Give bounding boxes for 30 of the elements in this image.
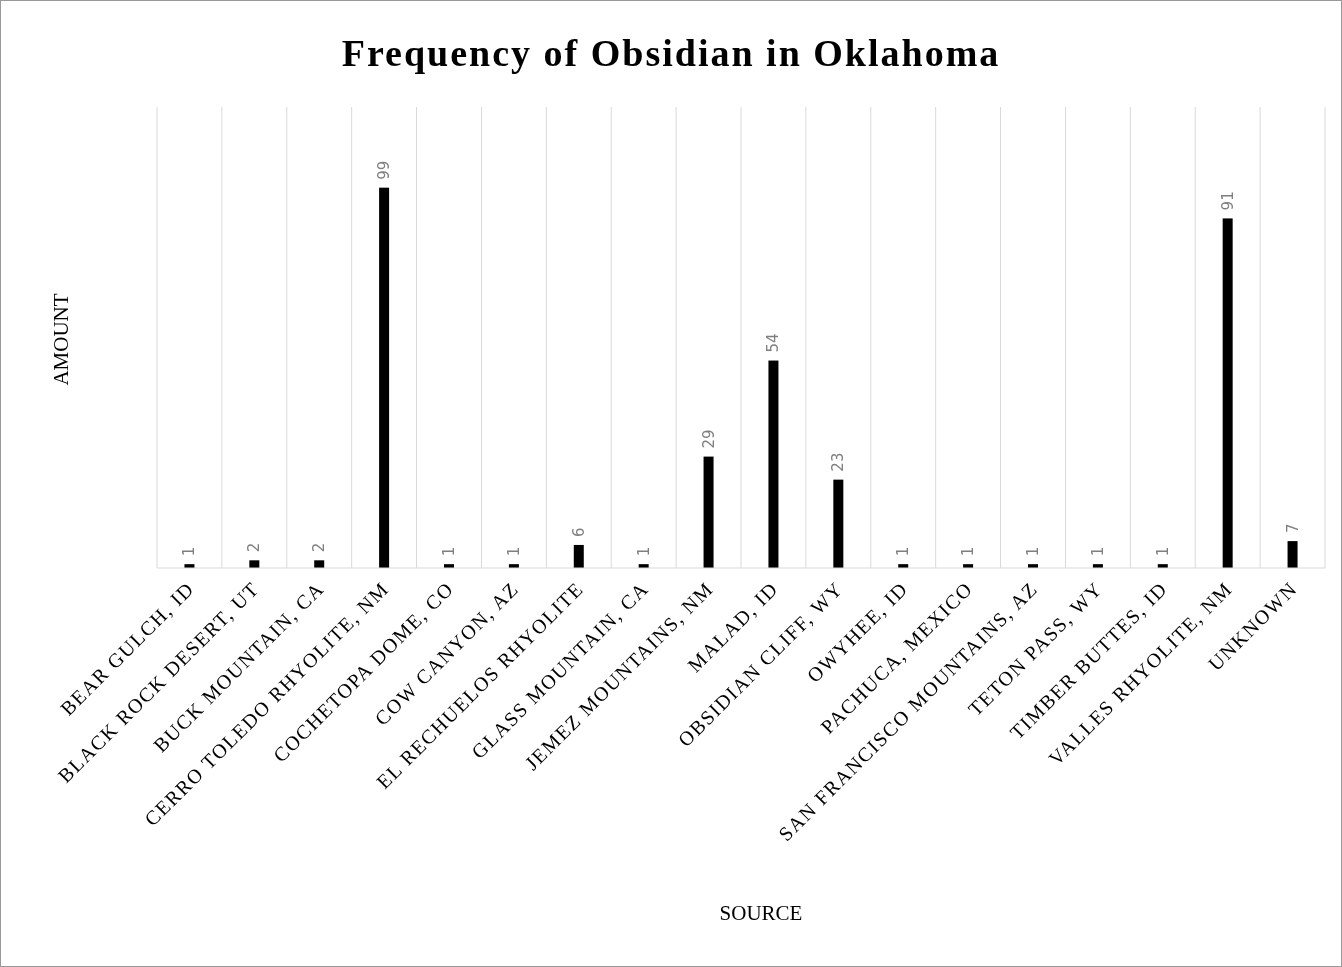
- data-label: 1: [894, 546, 913, 557]
- data-label: 1: [504, 546, 523, 557]
- bar: [379, 187, 390, 568]
- x-axis-title: SOURCE: [719, 901, 803, 925]
- data-label: 1: [634, 546, 653, 557]
- y-axis-title: AMOUNT: [49, 293, 73, 386]
- bar: [1222, 218, 1233, 568]
- data-label: 1: [959, 546, 978, 557]
- bar: [768, 360, 779, 568]
- bar: [833, 479, 844, 568]
- data-label: 1: [180, 546, 199, 557]
- bar: [314, 560, 325, 568]
- bar: [573, 544, 584, 568]
- bar: [703, 456, 714, 568]
- data-label: 6: [569, 527, 588, 537]
- data-label: 91: [1218, 191, 1237, 211]
- bar: [249, 560, 260, 568]
- data-label: 1: [1153, 546, 1172, 557]
- data-label: 99: [375, 160, 394, 180]
- data-label: 29: [699, 429, 718, 449]
- data-label: 1: [1024, 546, 1042, 557]
- data-label: 23: [829, 452, 848, 472]
- chart-title: Frequency of Obsidian in Oklahoma: [341, 32, 1001, 74]
- data-label: 7: [1283, 523, 1302, 534]
- data-label: 1: [1088, 546, 1107, 557]
- data-label: 2: [310, 542, 329, 553]
- bar: [1287, 541, 1298, 568]
- data-label: 54: [764, 333, 783, 353]
- data-label: 1: [440, 546, 458, 557]
- data-label: 2: [245, 542, 264, 553]
